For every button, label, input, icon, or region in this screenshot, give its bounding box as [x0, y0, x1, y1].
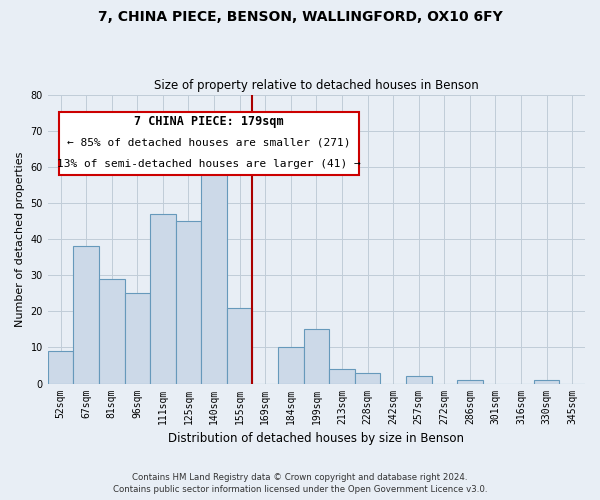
- X-axis label: Distribution of detached houses by size in Benson: Distribution of detached houses by size …: [169, 432, 464, 445]
- Bar: [534, 380, 559, 384]
- Bar: [406, 376, 431, 384]
- Bar: [278, 348, 304, 384]
- Y-axis label: Number of detached properties: Number of detached properties: [15, 152, 25, 326]
- Bar: [150, 214, 176, 384]
- Text: Contains HM Land Registry data © Crown copyright and database right 2024.: Contains HM Land Registry data © Crown c…: [132, 473, 468, 482]
- Text: 7 CHINA PIECE: 179sqm: 7 CHINA PIECE: 179sqm: [134, 115, 284, 128]
- Bar: [304, 330, 329, 384]
- Bar: [457, 380, 482, 384]
- Bar: [125, 293, 150, 384]
- Bar: [201, 163, 227, 384]
- Bar: [355, 372, 380, 384]
- Text: ← 85% of detached houses are smaller (271): ← 85% of detached houses are smaller (27…: [67, 138, 351, 147]
- Text: 13% of semi-detached houses are larger (41) →: 13% of semi-detached houses are larger (…: [57, 159, 361, 169]
- Bar: [329, 369, 355, 384]
- Bar: [99, 279, 125, 384]
- Bar: [227, 308, 253, 384]
- Bar: [48, 351, 73, 384]
- Text: Contains public sector information licensed under the Open Government Licence v3: Contains public sector information licen…: [113, 484, 487, 494]
- Bar: [176, 221, 201, 384]
- Text: 7, CHINA PIECE, BENSON, WALLINGFORD, OX10 6FY: 7, CHINA PIECE, BENSON, WALLINGFORD, OX1…: [98, 10, 502, 24]
- Bar: [73, 246, 99, 384]
- Title: Size of property relative to detached houses in Benson: Size of property relative to detached ho…: [154, 79, 479, 92]
